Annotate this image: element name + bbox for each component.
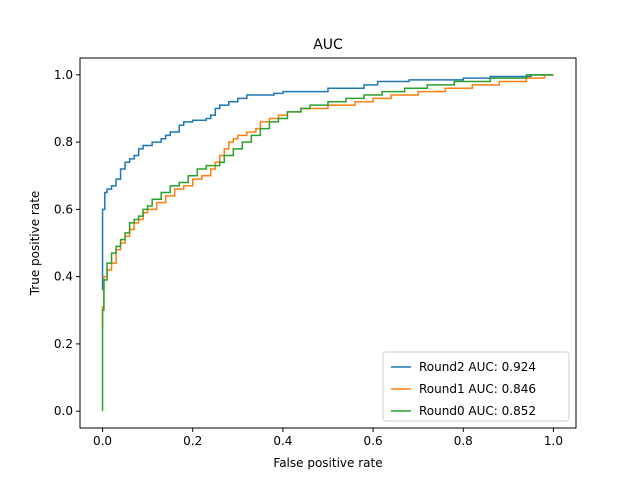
series-layer [101,74,554,412]
x-tick-label: 0.2 [183,434,202,448]
y-tick-label: 0.0 [54,404,73,418]
y-axis-title: True positive rate [28,191,42,297]
legend-label-2: Round0 AUC: 0.852 [419,404,536,418]
x-axis-ticks: 0.0 0.2 0.4 0.6 0.8 1.0 [93,428,563,448]
x-tick-label: 0.0 [93,434,112,448]
y-tick-label: 1.0 [54,68,73,82]
x-tick-label: 0.6 [364,434,383,448]
y-tick-label: 0.4 [54,270,73,284]
plot-frame [79,57,577,429]
y-tick-label: 0.2 [54,337,73,351]
legend-label-1: Round1 AUC: 0.846 [419,382,536,396]
legend: Round2 AUC: 0.924 Round1 AUC: 0.846 Round0… [382,351,570,422]
y-tick-label: 0.8 [54,135,73,149]
legend-box [382,351,570,422]
legend-items: Round2 AUC: 0.924 Round1 AUC: 0.846 Round0… [391,360,536,418]
x-axis-title: False positive rate [273,456,382,470]
x-tick-label: 0.4 [273,434,292,448]
y-axis-ticks: 0.0 0.2 0.4 0.6 0.8 1.0 [54,68,80,418]
x-tick-label: 1.0 [544,434,563,448]
legend-label-0: Round2 AUC: 0.924 [419,360,536,374]
chart-title: AUC [313,37,343,53]
series-line-0 [101,74,554,291]
y-tick-label: 0.6 [54,202,73,216]
x-tick-label: 0.8 [454,434,473,448]
series-line-2 [101,74,554,412]
